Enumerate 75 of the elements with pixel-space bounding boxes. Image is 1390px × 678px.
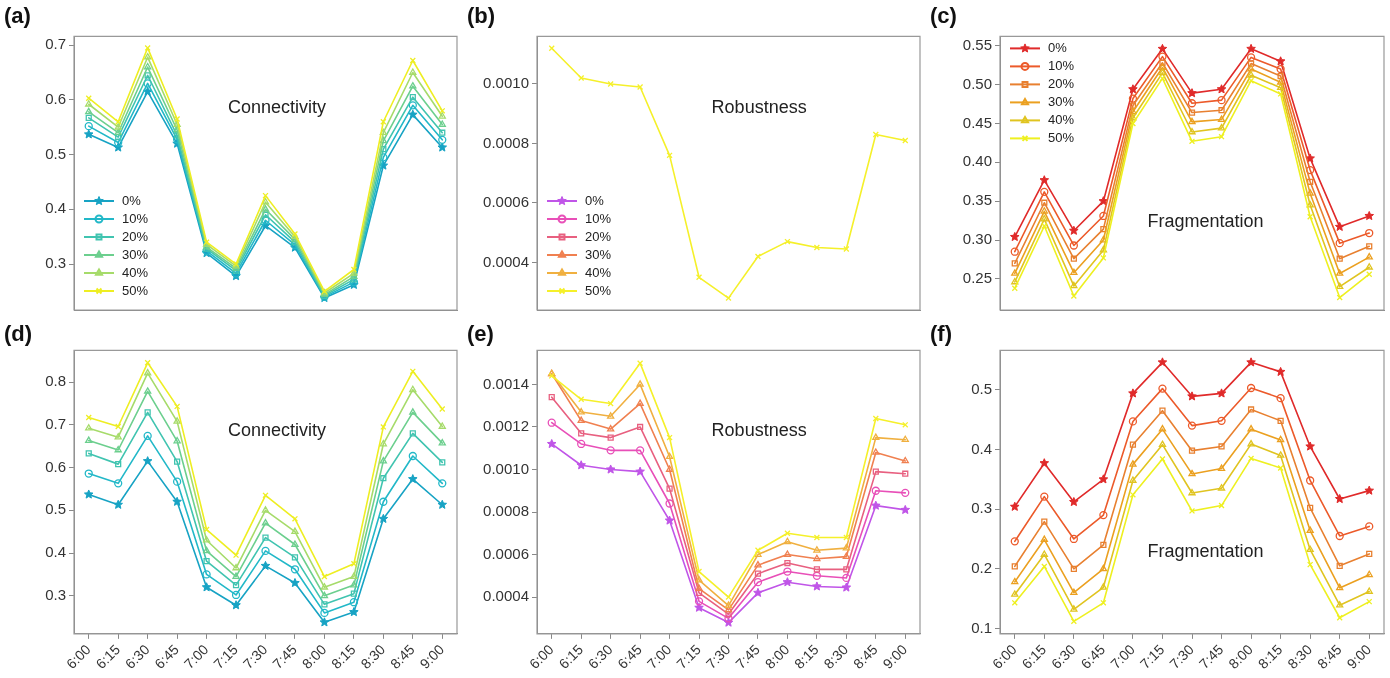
legend-label: 20% xyxy=(585,228,612,244)
y-tick-label: 0.30 xyxy=(962,230,992,248)
annotation: Robustness xyxy=(711,96,807,117)
y-tick-label: 0.25 xyxy=(962,269,992,287)
x-tick-label: 6:00 xyxy=(63,641,94,672)
x-tick-label: 7:00 xyxy=(180,641,212,672)
y-tick-label: 0.0004 xyxy=(483,252,529,270)
legend-label: 10% xyxy=(585,210,612,226)
y-tick-label: 0.6 xyxy=(45,90,66,108)
y-tick-label: 0.0006 xyxy=(483,193,529,211)
y-tick-label: 0.0014 xyxy=(483,374,529,392)
x-tick-label: 6:30 xyxy=(121,641,153,672)
chart-title: (d) xyxy=(4,321,33,347)
y-tick-label: 0.1 xyxy=(971,618,992,636)
x-tick-label: 7:00 xyxy=(1107,641,1138,672)
x-tick-label: 6:00 xyxy=(526,641,557,672)
x-tick-label: 6:30 xyxy=(1048,641,1079,672)
y-tick-label: 0.0010 xyxy=(483,459,529,477)
y-tick-label: 0.4 xyxy=(45,199,66,217)
legend-label: 50% xyxy=(585,282,612,298)
legend-label: 20% xyxy=(122,228,149,244)
legend-label: 0% xyxy=(1048,39,1068,55)
y-tick-label: 0.0010 xyxy=(483,74,529,92)
x-tick-label: 7:30 xyxy=(1166,641,1197,672)
y-tick-label: 0.3 xyxy=(45,585,66,603)
y-tick-label: 0.40 xyxy=(962,152,992,170)
y-tick-label: 0.4 xyxy=(45,543,66,561)
chart-title: (f) xyxy=(930,321,952,347)
legend-label: 50% xyxy=(1048,129,1075,145)
x-tick-label: 7:00 xyxy=(643,641,675,672)
legend-label: 0% xyxy=(122,192,142,208)
y-tick-label: 0.0008 xyxy=(483,502,529,520)
chart-title: (b) xyxy=(467,3,496,29)
legend-label: 30% xyxy=(1048,93,1075,109)
legend-label: 10% xyxy=(1048,57,1075,73)
y-tick-label: 0.45 xyxy=(962,113,992,131)
y-tick-label: 0.0008 xyxy=(483,133,529,151)
legend-label: 10% xyxy=(122,210,149,226)
annotation: Robustness xyxy=(711,420,807,441)
legend-label: 50% xyxy=(122,282,149,298)
y-tick-label: 0.50 xyxy=(962,74,992,92)
chart-title: (e) xyxy=(467,321,494,347)
x-tick-label: 6:00 xyxy=(989,641,1020,672)
y-tick-label: 0.3 xyxy=(971,499,992,517)
y-tick-label: 0.55 xyxy=(962,35,992,53)
legend-label: 40% xyxy=(585,264,612,280)
y-tick-label: 0.6 xyxy=(45,457,66,475)
y-tick-label: 0.5 xyxy=(971,379,992,397)
y-tick-label: 0.4 xyxy=(971,439,992,457)
y-tick-label: 0.7 xyxy=(45,35,66,53)
chart-title: (c) xyxy=(930,3,957,29)
legend-label: 20% xyxy=(1048,75,1075,91)
y-tick-label: 0.5 xyxy=(45,144,66,162)
y-tick-label: 0.0006 xyxy=(483,544,529,562)
legend-label: 40% xyxy=(1048,111,1075,127)
y-tick-label: 0.0012 xyxy=(483,417,529,435)
y-tick-label: 0.2 xyxy=(971,558,992,576)
x-tick-label: 6:30 xyxy=(584,641,616,672)
y-tick-label: 0.8 xyxy=(45,372,66,390)
y-tick-label: 0.35 xyxy=(962,191,992,209)
legend-label: 0% xyxy=(585,192,605,208)
annotation: Fragmentation xyxy=(1147,540,1264,561)
legend-label: 40% xyxy=(122,264,149,280)
chart-title: (a) xyxy=(4,3,31,29)
legend-label: 30% xyxy=(585,246,612,262)
y-tick-label: 0.5 xyxy=(45,500,66,518)
legend-label: 30% xyxy=(122,246,149,262)
x-tick-label: 7:30 xyxy=(702,641,734,672)
annotation: Connectivity xyxy=(227,420,327,441)
x-tick-label: 7:30 xyxy=(239,641,271,672)
y-tick-label: 0.3 xyxy=(45,254,66,272)
annotation: Connectivity xyxy=(227,96,327,117)
annotation: Fragmentation xyxy=(1147,211,1264,232)
y-tick-label: 0.7 xyxy=(45,414,66,432)
y-tick-label: 0.0004 xyxy=(483,587,529,605)
